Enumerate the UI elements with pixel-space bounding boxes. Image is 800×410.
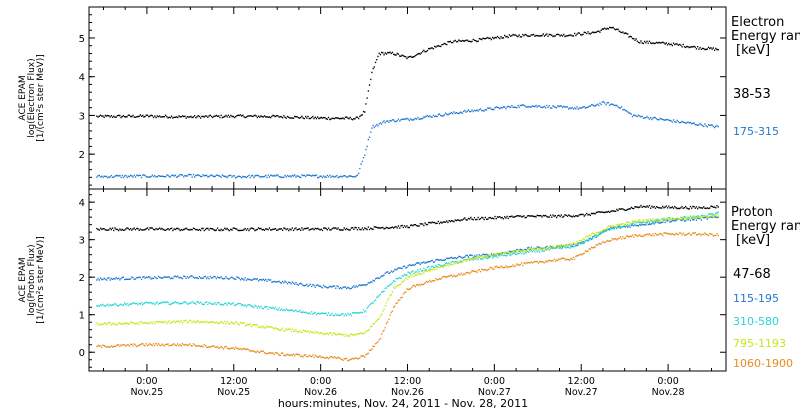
proton-ytick-label: 3 [79, 236, 85, 247]
proton-legend-title-line-1: Proton [731, 205, 773, 220]
electron-legend-title-line-3: [keV] [736, 43, 770, 58]
electron-ytick-label: 3 [79, 111, 85, 122]
legend-electron-38-53: 38-53 [733, 87, 771, 102]
proton-series-1060-1900 [96, 232, 719, 362]
proton-legend-title-line-2: Energy range [731, 219, 800, 234]
xtick-label-time: 0:00 [136, 376, 157, 387]
proton-series-47-68 [96, 204, 719, 232]
proton-ylabel: ACE EPAM log(Proton Flux) [1/(cm²s ster … [18, 236, 46, 323]
legend-proton-115-195: 115-195 [733, 292, 779, 305]
proton-series-115-195 [96, 215, 719, 290]
proton-ytick-label: 4 [79, 198, 85, 209]
proton-series-795-1193 [96, 213, 719, 337]
legend-proton-47-68: 47-68 [733, 267, 771, 282]
xtick-label-time: 12:00 [568, 376, 595, 387]
proton-ytick-label: 2 [79, 273, 85, 284]
xtick-label-date: Nov.28 [652, 387, 685, 398]
x-axis-title: hours:minutes, Nov. 24, 2011 - Nov. 28, … [278, 397, 528, 410]
electron-legend-title-line-1: Electron [731, 15, 784, 30]
electron-ytick-label: 2 [79, 150, 85, 161]
xtick-label-date: Nov.25 [217, 387, 250, 398]
legend-proton-310-580: 310-580 [733, 315, 779, 328]
xtick-label-date: Nov.27 [478, 387, 511, 398]
electron-series-38-53 [96, 26, 719, 121]
xtick-label-date: Nov.25 [130, 387, 163, 398]
electron-ylabel-line-2: log(Electron Flux) [27, 58, 37, 137]
electron-panel-frame [88, 6, 727, 190]
proton-ytick-label: 1 [79, 311, 85, 322]
proton-legend-title-line-3: [keV] [736, 233, 770, 248]
proton-ytick-label: 0 [79, 348, 85, 359]
xtick-label-time: 0:00 [657, 376, 678, 387]
xtick-label-date: Nov.27 [565, 387, 598, 398]
legend-proton-1060-1900: 1060-1900 [733, 357, 793, 370]
proton-ylabel-line-3: [1/(cm²s ster MeV)] [36, 236, 46, 323]
proton-ylabel-line-2: log(Proton Flux) [27, 244, 37, 315]
electron-series-175-315 [96, 101, 719, 179]
xtick-label-time: 12:00 [394, 376, 421, 387]
electron-ylabel-line-1: ACE EPAM [18, 75, 28, 120]
electron-ylabel: ACE EPAM log(Electron Flux) [1/(cm²s ste… [18, 54, 46, 141]
legend-electron-175-315: 175-315 [733, 125, 779, 138]
xtick-label-time: 0:00 [484, 376, 505, 387]
electron-legend-title: Electron Energy range [keV] [731, 15, 800, 58]
xtick-label-date: Nov.26 [391, 387, 424, 398]
electron-ylabel-line-3: [1/(cm²s ster MeV)] [36, 54, 46, 141]
xtick-label-date: Nov.26 [304, 387, 337, 398]
xtick-label-time: 12:00 [220, 376, 247, 387]
electron-ytick-label: 5 [79, 34, 85, 45]
chart-marks: 2345012340:00Nov.2512:00Nov.250:00Nov.26… [79, 7, 726, 398]
electron-legend-title-line-2: Energy range [731, 29, 800, 44]
electron-ytick-label: 4 [79, 73, 85, 84]
proton-ylabel-line-1: ACE EPAM [18, 257, 28, 302]
proton-legend-title: Proton Energy range [keV] [731, 205, 800, 248]
legend-proton-795-1193: 795-1193 [733, 337, 786, 350]
xtick-label-time: 0:00 [310, 376, 331, 387]
